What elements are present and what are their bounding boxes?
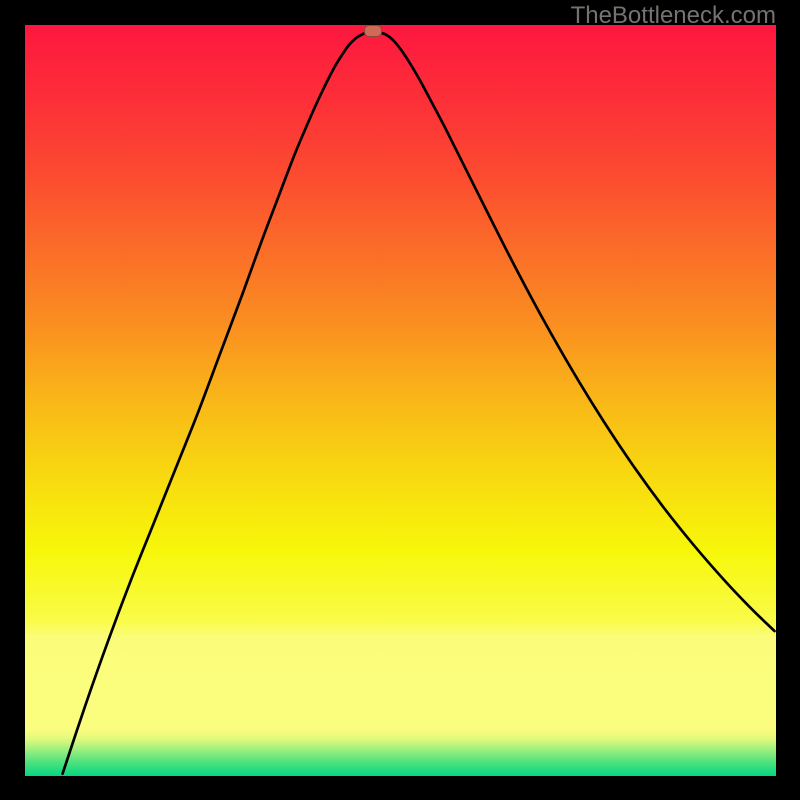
v-curve — [63, 32, 775, 773]
watermark-text: TheBottleneck.com — [571, 2, 776, 30]
curve-svg — [25, 25, 776, 776]
minimum-marker — [364, 25, 382, 37]
plot-area — [25, 25, 776, 776]
